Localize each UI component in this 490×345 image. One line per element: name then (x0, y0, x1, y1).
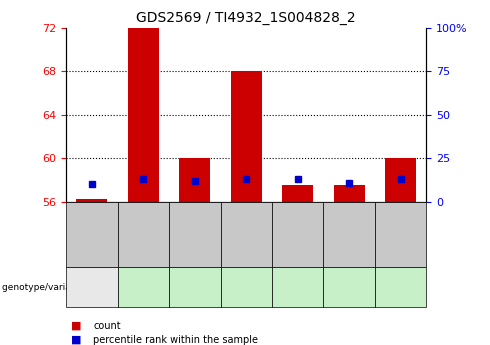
Text: D261N
mutant: D261N mutant (181, 277, 209, 297)
Text: wild type: wild type (74, 283, 109, 292)
Bar (334, 186, 365, 202)
Title: GDS2569 / TI4932_1S004828_2: GDS2569 / TI4932_1S004828_2 (136, 11, 356, 25)
Text: E1103G
mutant: E1103G mutant (334, 277, 364, 297)
Text: N488D
muant: N488D muant (285, 277, 311, 297)
Text: genotype/variation ▶: genotype/variation ▶ (2, 283, 98, 292)
Text: ■: ■ (71, 321, 81, 331)
Text: GSM61958: GSM61958 (344, 212, 354, 257)
Text: D260N
mutant: D260N mutant (129, 277, 157, 297)
Bar (76, 199, 107, 202)
Bar (282, 186, 313, 202)
Text: GSM61943: GSM61943 (139, 212, 148, 257)
Text: GSM61941: GSM61941 (87, 212, 97, 257)
Text: percentile rank within the sample: percentile rank within the sample (93, 335, 258, 345)
Bar (385, 158, 416, 202)
Text: count: count (93, 321, 121, 331)
Bar (128, 28, 159, 202)
Bar (179, 158, 210, 202)
Text: R320C
mutant: R320C mutant (232, 277, 260, 297)
Text: E1230K
mutant: E1230K mutant (386, 277, 415, 297)
Text: ■: ■ (71, 335, 81, 345)
Text: GSM61960: GSM61960 (396, 212, 405, 257)
Text: GSM61952: GSM61952 (190, 212, 199, 257)
Bar (231, 71, 262, 202)
Text: GSM61956: GSM61956 (293, 212, 302, 257)
Text: GSM61954: GSM61954 (242, 212, 251, 257)
